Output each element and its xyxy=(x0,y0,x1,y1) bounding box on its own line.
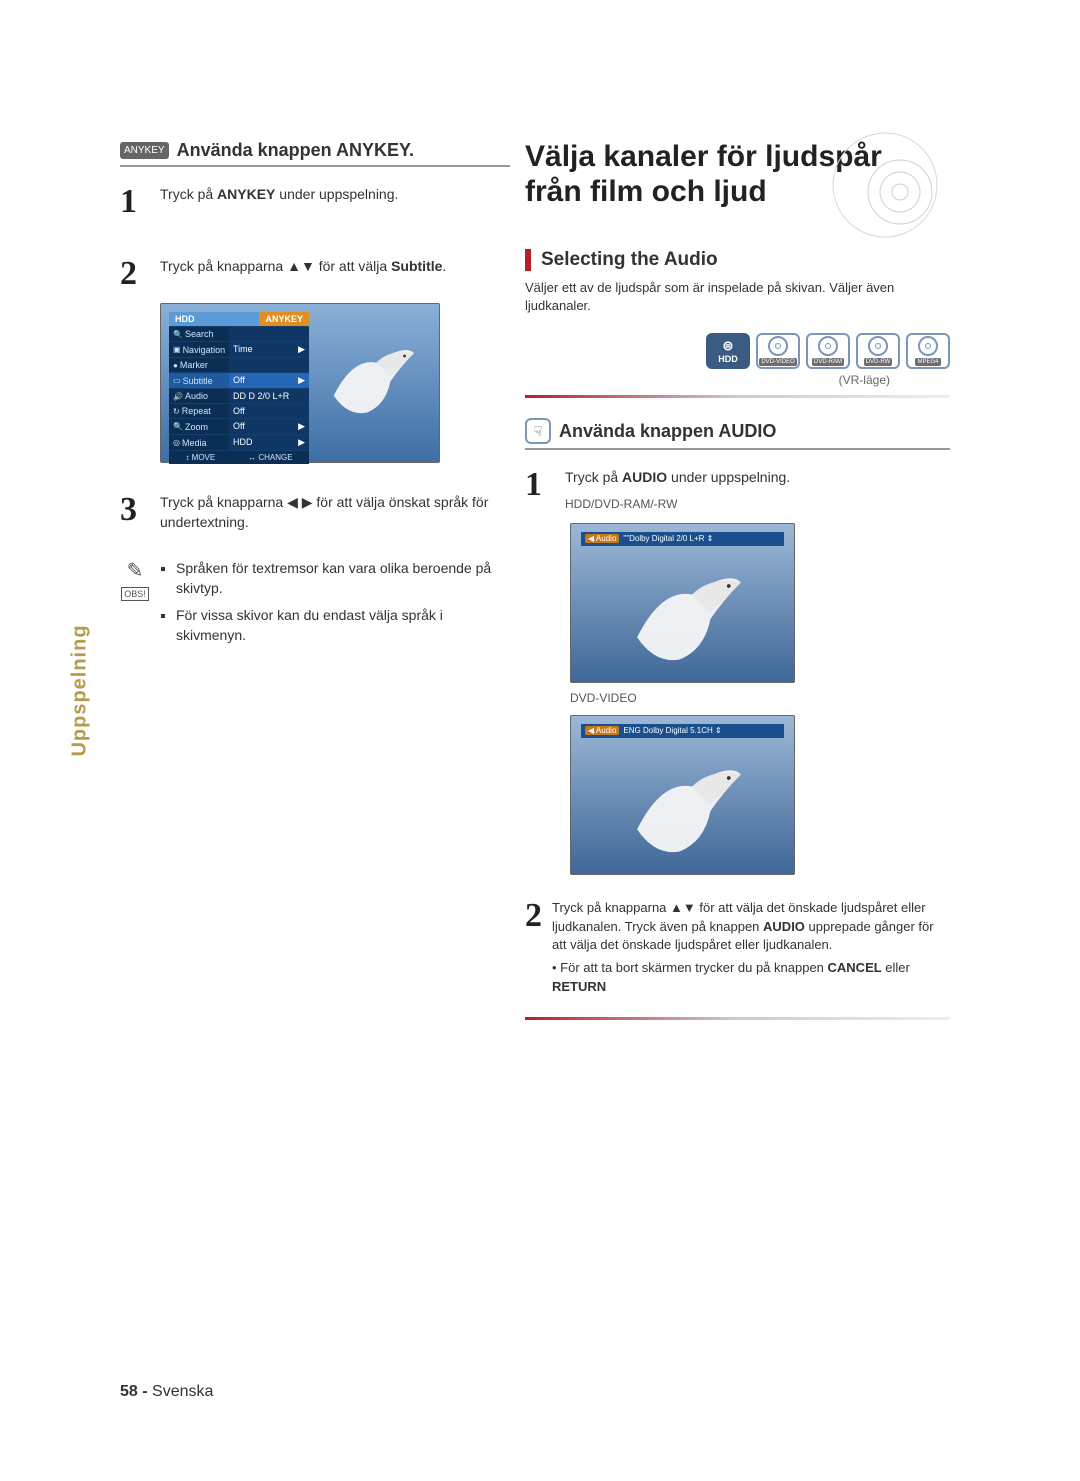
osd-menu-row: ▣NavigationTime ▶ xyxy=(169,341,309,357)
note-list: Språken för textremsor kan vara olika be… xyxy=(160,558,510,651)
gradient-rule xyxy=(525,395,950,398)
osd-menu-row: ●Marker xyxy=(169,357,309,372)
caption: DVD-VIDEO xyxy=(570,691,950,705)
note-item: För vissa skivor kan du endast välja spr… xyxy=(176,605,510,646)
step-number: 1 xyxy=(525,468,555,512)
page-footer: 58 - Svenska xyxy=(120,1383,213,1401)
step-1: 1 Tryck på ANYKEY under uppspelning. xyxy=(120,185,510,219)
osd-menu-screenshot: HDD ANYKEY 🔍Search▣NavigationTime ▶●Mark… xyxy=(160,303,440,463)
step-body: Tryck på AUDIO under uppspelning. HDD/DV… xyxy=(565,468,950,512)
osd-menu-row: 🔊AudioDD D 2/0 L+R xyxy=(169,388,309,403)
note-label: OBS! xyxy=(121,587,149,601)
step-3: 3 Tryck på knapparna ◀ ▶ för att välja ö… xyxy=(120,493,510,532)
side-tab-label: Uppspelning xyxy=(69,624,92,756)
heading-audio-button: ☟ Använda knappen AUDIO xyxy=(525,418,950,450)
note-box: ✎ OBS! Språken för textremsor kan vara o… xyxy=(120,558,510,651)
bird-illustration xyxy=(621,564,751,674)
step-number: 2 xyxy=(120,257,150,291)
osd-menu-row: 🔍Search xyxy=(169,326,309,341)
subheading-selecting-audio: Selecting the Audio xyxy=(525,249,950,271)
step-2: 2 Tryck på knapparna ▲▼ för att välja Su… xyxy=(120,257,510,291)
disc-badge: DVD-RW xyxy=(856,333,900,369)
disc-caption: (VR-läge) xyxy=(525,373,950,387)
step-body: Tryck på knapparna ◀ ▶ för att välja öns… xyxy=(160,493,510,532)
disc-badge: ⊜HDD xyxy=(706,333,750,369)
osd-menu-panel: HDD ANYKEY 🔍Search▣NavigationTime ▶●Mark… xyxy=(169,312,309,464)
anykey-badge: ANYKEY xyxy=(120,142,169,159)
disc-badge-row: ⊜HDDDVD-VIDEODVD-RAMDVD-RWMPEG4 xyxy=(525,333,950,369)
osd-menu-row: ▭SubtitleOff ▶ xyxy=(169,372,309,388)
step-number: 2 xyxy=(525,899,542,997)
red-bar-icon xyxy=(525,249,531,271)
disc-badge: DVD-RAM xyxy=(806,333,850,369)
left-column: ANYKEY Använda knappen ANYKEY. 1 Tryck p… xyxy=(120,140,510,651)
osd-menu-row: 🔍ZoomOff ▶ xyxy=(169,418,309,434)
bird-illustration xyxy=(324,339,419,424)
disc-decoration xyxy=(820,130,950,240)
step-number: 1 xyxy=(120,185,150,219)
gradient-rule xyxy=(525,1017,950,1020)
note-item: Språken för textremsor kan vara olika be… xyxy=(176,558,510,599)
caption: HDD/DVD-RAM/-RW xyxy=(565,496,950,513)
osd-menu-row: ↻RepeatOff xyxy=(169,403,309,418)
disc-badge: DVD-VIDEO xyxy=(756,333,800,369)
heading-text: Använda knappen ANYKEY. xyxy=(177,140,414,161)
side-tab: Uppspelning xyxy=(65,590,95,790)
disc-badge: MPEG4 xyxy=(906,333,950,369)
audio-osd-screenshot-2: ◀ Audio ENG Dolby Digital 5.1CH ⇕ xyxy=(570,715,795,875)
description-text: Väljer ett av de ljudspår som är inspela… xyxy=(525,279,950,315)
step-body: Tryck på ANYKEY under uppspelning. xyxy=(160,185,510,219)
audio-step-2: 2 Tryck på knapparna ▲▼ för att välja de… xyxy=(525,899,950,997)
note-icon: ✎ xyxy=(120,558,150,583)
step-number: 3 xyxy=(120,493,150,532)
hand-icon: ☟ xyxy=(525,418,551,444)
audio-step-1: 1 Tryck på AUDIO under uppspelning. HDD/… xyxy=(525,468,950,512)
title-block: Välja kanaler för ljudspår från film och… xyxy=(525,140,950,209)
bird-illustration xyxy=(621,756,751,866)
right-column: Välja kanaler för ljudspår från film och… xyxy=(525,140,950,1040)
osd-menu-row: ◎MediaHDD ▶ xyxy=(169,434,309,450)
audio-osd-screenshot-1: ◀ Audio ""Dolby Digital 2/0 L+R ⇕ xyxy=(570,523,795,683)
heading-anykey: ANYKEY Använda knappen ANYKEY. xyxy=(120,140,510,167)
step-body: Tryck på knapparna ▲▼ för att välja det … xyxy=(552,899,950,997)
step-body: Tryck på knapparna ▲▼ för att välja Subt… xyxy=(160,257,510,291)
